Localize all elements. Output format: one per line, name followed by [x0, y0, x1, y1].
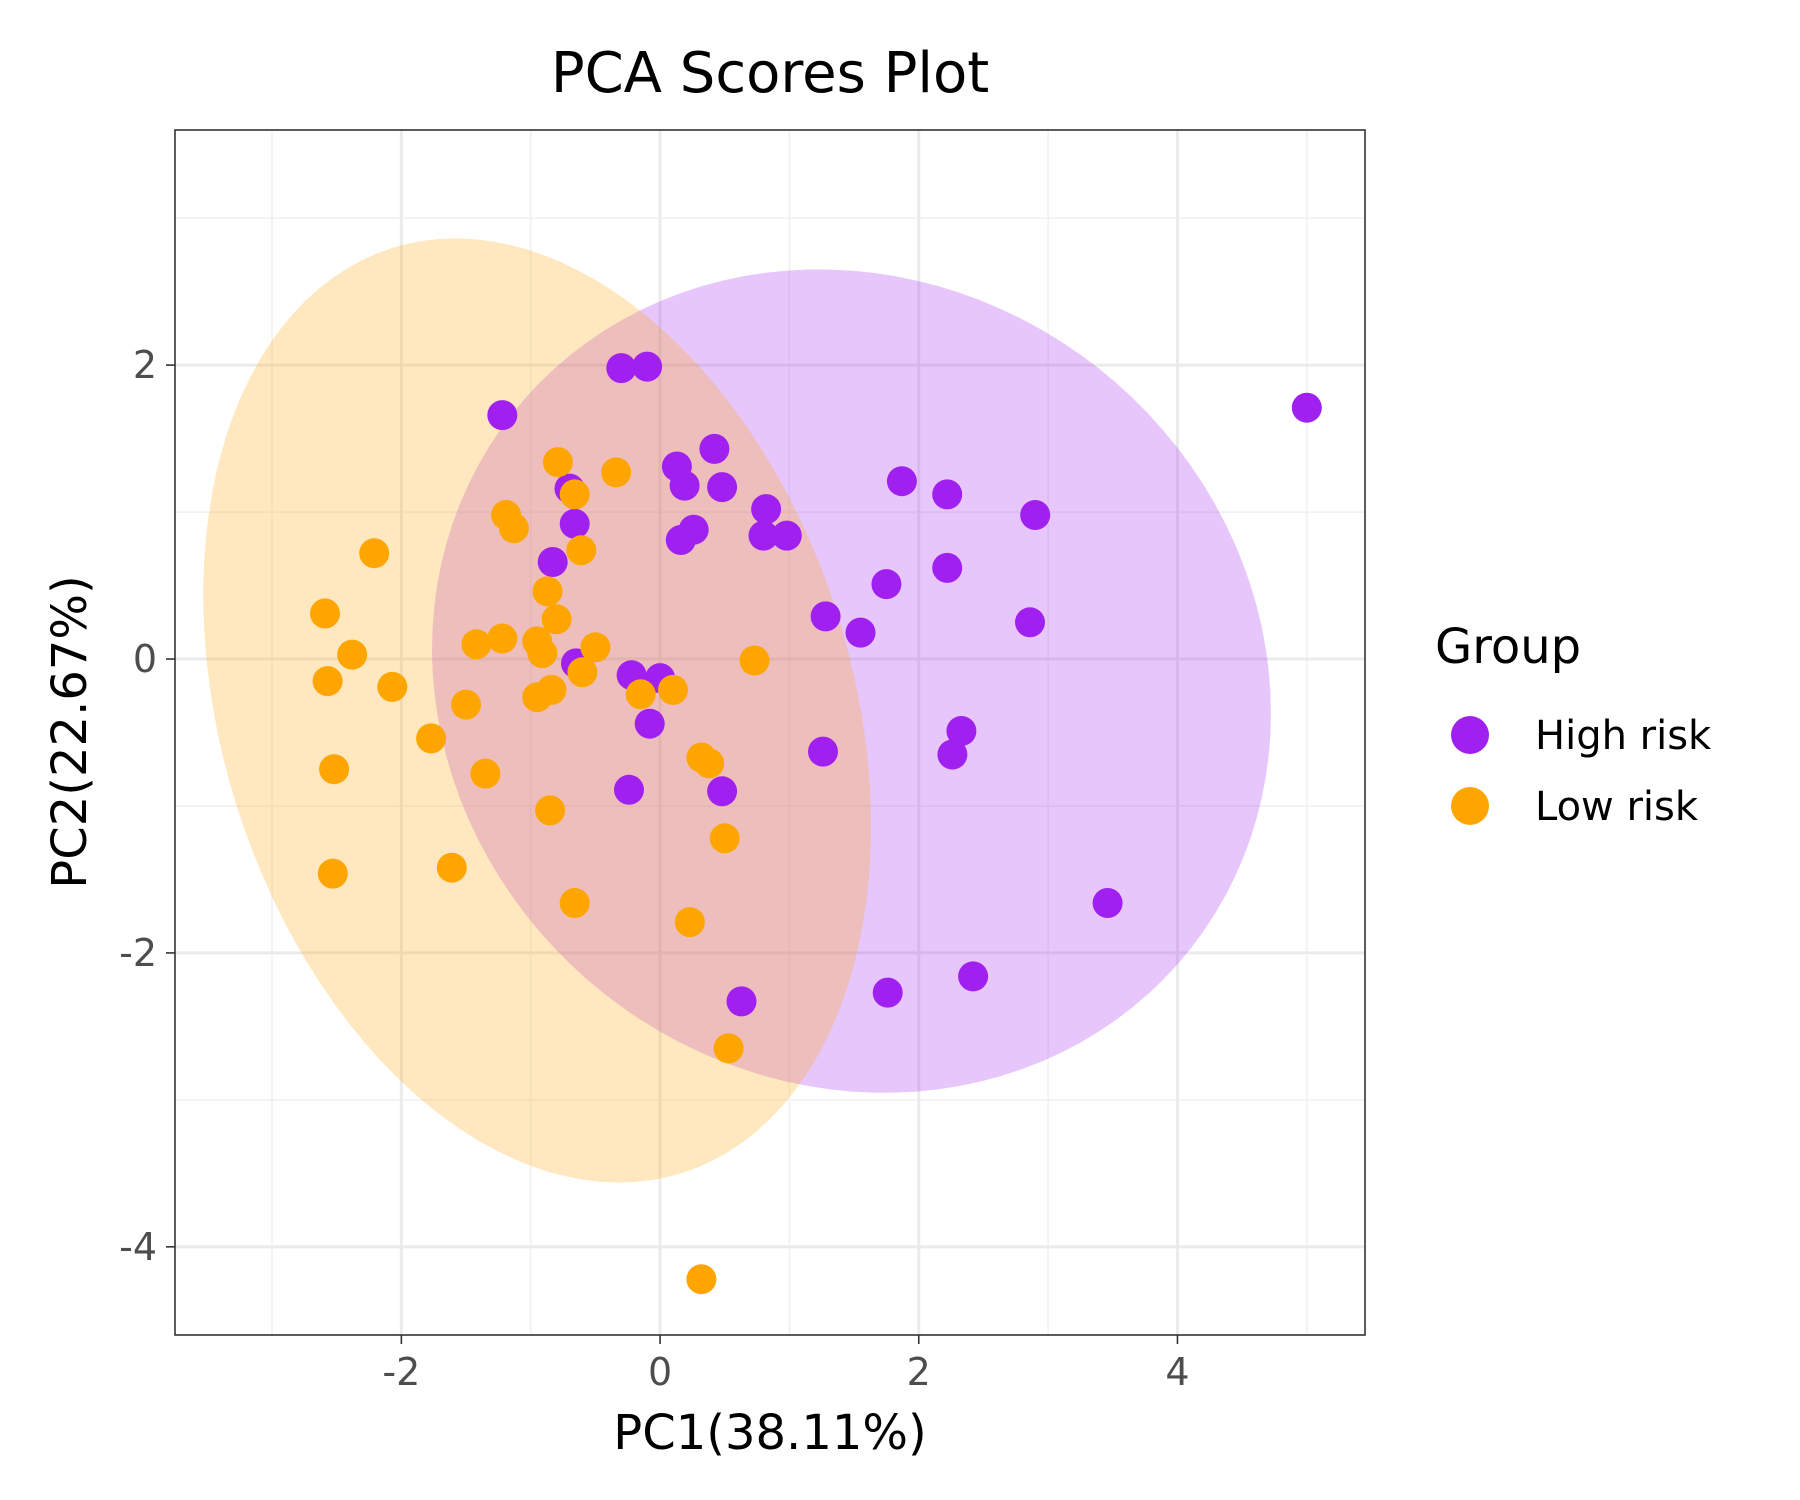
point-high-risk: [810, 601, 841, 632]
point-low-risk: [694, 748, 725, 779]
point-low-risk: [532, 576, 563, 607]
point-high-risk: [1020, 500, 1051, 530]
legend-items: High risk Low risk: [1451, 713, 1712, 830]
chart-title: PCA Scores Plot: [551, 41, 989, 106]
point-high-risk: [808, 736, 838, 767]
point-low-risk: [436, 852, 467, 883]
point-low-risk: [535, 795, 566, 826]
point-high-risk: [937, 739, 968, 770]
point-low-risk: [567, 657, 598, 688]
point-high-risk: [726, 986, 757, 1017]
legend-title: Group: [1435, 619, 1581, 675]
plot-panel: [175, 130, 1365, 1335]
point-low-risk: [312, 666, 343, 697]
y-tick-label: 2: [133, 343, 157, 387]
point-high-risk: [699, 433, 730, 464]
point-low-risk: [310, 598, 340, 629]
x-tick-label: 4: [1165, 1350, 1189, 1394]
point-high-risk: [932, 552, 963, 583]
point-low-risk: [470, 758, 501, 789]
legend-key-low-risk: [1451, 787, 1489, 825]
y-axis-ticks: -4 -2 0 2: [119, 343, 175, 1269]
point-low-risk: [566, 535, 597, 566]
point-high-risk: [632, 351, 663, 382]
point-high-risk: [845, 617, 876, 648]
y-tick-label: -4: [119, 1225, 157, 1269]
point-low-risk: [461, 629, 492, 660]
point-low-risk: [377, 671, 408, 702]
point-low-risk: [709, 823, 740, 854]
point-high-risk: [1291, 392, 1322, 423]
point-low-risk: [359, 538, 390, 569]
point-low-risk: [527, 638, 558, 669]
point-low-risk: [498, 513, 529, 544]
legend-label-low-risk: Low risk: [1535, 784, 1699, 830]
point-low-risk: [674, 907, 705, 938]
ellipse-high-risk: [432, 269, 1271, 1093]
point-low-risk: [451, 689, 481, 720]
point-low-risk: [487, 623, 518, 654]
point-high-risk: [872, 977, 903, 1008]
point-low-risk: [625, 679, 656, 710]
point-low-risk: [522, 682, 553, 713]
point-high-risk: [669, 470, 700, 501]
point-low-risk: [713, 1033, 744, 1064]
point-high-risk: [614, 774, 644, 805]
point-high-risk: [932, 479, 963, 510]
point-high-risk: [871, 569, 902, 600]
point-high-risk: [1092, 888, 1123, 918]
point-high-risk: [537, 547, 568, 577]
y-tick-label: 0: [133, 637, 157, 681]
y-tick-label: -2: [119, 931, 157, 975]
x-tick-label: -2: [382, 1350, 420, 1394]
point-high-risk: [707, 472, 738, 503]
point-high-risk: [751, 494, 782, 525]
legend: Group High risk Low risk: [1435, 619, 1712, 830]
point-high-risk: [886, 466, 917, 497]
data-points: [310, 351, 1322, 1295]
x-axis-ticks: -2 0 2 4: [382, 1335, 1190, 1394]
point-low-risk: [541, 604, 572, 635]
point-high-risk: [559, 508, 590, 539]
point-low-risk: [416, 723, 447, 754]
point-high-risk: [634, 708, 665, 739]
x-tick-label: 2: [907, 1350, 931, 1394]
x-tick-label: 0: [648, 1350, 672, 1394]
x-axis-title: PC1(38.11%): [613, 1405, 926, 1461]
point-low-risk: [319, 754, 350, 785]
point-low-risk: [658, 674, 688, 705]
y-axis-title: PC2(22.67%): [42, 575, 98, 888]
point-low-risk: [601, 457, 632, 488]
point-high-risk: [1015, 607, 1045, 638]
point-high-risk: [958, 961, 989, 992]
point-low-risk: [559, 479, 590, 510]
point-low-risk: [580, 632, 611, 663]
point-high-risk: [707, 776, 738, 807]
point-high-risk: [487, 400, 518, 431]
point-high-risk: [748, 520, 779, 551]
plot-border: [174, 129, 1366, 1336]
point-high-risk: [946, 716, 977, 746]
point-low-risk: [559, 888, 590, 918]
point-low-risk: [337, 639, 368, 670]
legend-key-high-risk: [1451, 716, 1489, 754]
point-low-risk: [542, 447, 573, 478]
point-high-risk: [771, 520, 802, 551]
point-low-risk: [739, 645, 770, 676]
point-low-risk: [317, 858, 348, 889]
legend-label-high-risk: High risk: [1535, 713, 1712, 759]
point-high-risk: [665, 525, 696, 555]
point-high-risk: [606, 353, 637, 384]
point-low-risk: [686, 1264, 717, 1295]
